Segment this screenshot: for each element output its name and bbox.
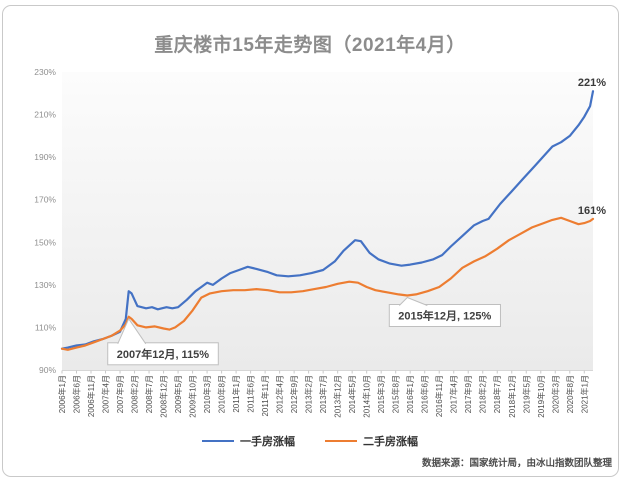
annotation-callout [388,304,501,327]
annotation-text: 2007年12月, 115% [117,347,210,361]
chart-title: 重庆楼市15年走势图（2021年4月） [154,35,466,56]
x-axis-tick-label: 2006年1月 [57,375,67,413]
plot-area [62,72,593,370]
x-axis-tick-label: 2021年1月 [579,375,589,413]
x-axis-tick-label: 2011年11月 [260,375,270,417]
x-axis-tick-label: 2015年3月 [376,375,386,413]
x-axis-tick-label: 2009年10月 [188,375,198,418]
x-axis-tick-label: 2016年6月 [420,375,430,413]
x-axis-tick-label: 2015年8月 [391,375,401,413]
y-axis-tick-label: 170% [34,195,56,205]
y-axis-tick-label: 130% [34,280,56,290]
x-axis-tick-label: 2012年4月 [275,375,285,413]
x-axis-tick-label: 2009年5月 [173,375,183,413]
x-axis-tick-label: 2010年8月 [217,375,227,413]
annotation-text: 2015年12月, 125% [398,309,491,323]
x-axis-tick-label: 2020年3月 [550,375,560,413]
legend-line-swatch [202,439,234,443]
x-axis-tick-label: 2007年9月 [115,375,125,413]
x-axis-tick-label: 2019年5月 [521,375,531,413]
y-axis-tick-label: 150% [34,237,56,247]
x-axis-tick-label: 2006年6月 [72,375,82,413]
x-axis-tick-label: 2018年2月 [478,375,488,413]
y-axis-tick-label: 230% [34,67,56,77]
x-axis-tick-label: 2016年1月 [405,375,415,413]
x-axis-tick-label: 2008年7月 [144,375,154,413]
legend-item-secondhand-homes: 二手房涨幅 [325,433,418,449]
x-axis-tick-label: 2011年1月 [231,375,241,413]
x-axis-tick-label: 2018年7月 [492,375,502,413]
x-axis-tick-label: 2016年11月 [434,375,444,417]
x-axis-tick-label: 2013年2月 [304,375,314,413]
x-axis-tick-label: 2014年5月 [347,375,357,413]
y-axis-tick-label: 90% [39,365,56,375]
x-axis-tick-label: 2017年9月 [463,375,473,413]
x-axis-tick-label: 2012年9月 [289,375,299,413]
x-axis-tick-label: 2014年10月 [362,375,372,418]
x-axis-tick-label: 2008年12月 [159,375,169,418]
x-axis-tick-label: 2007年4月 [101,375,111,413]
data-source-note: 数据来源：国家统计局，由冰山指数团队整理 [421,458,612,469]
x-axis-tick-label: 2018年12月 [507,375,517,418]
y-axis-tick-label: 110% [35,322,57,332]
annotation-callout [107,342,219,366]
x-axis-tick-label: 2017年4月 [449,375,459,413]
legend-label: 一手房涨幅 [240,436,295,448]
x-axis-tick-label: 2008年2月 [130,375,140,413]
x-axis-tick-label: 2020年8月 [565,375,575,413]
series-end-label-secondhand-homes: 161% [578,205,606,217]
legend-item-new-homes: 一手房涨幅 [202,433,295,449]
y-axis-tick-label: 190% [34,152,56,162]
x-axis-tick-label: 2019年10月 [536,375,546,418]
chart-legend: 一手房涨幅 二手房涨幅 [0,432,620,450]
legend-line-swatch [325,439,357,443]
legend-label: 二手房涨幅 [363,436,418,448]
x-axis-tick-label: 2006年11月 [86,375,96,417]
y-axis-tick-label: 210% [34,110,56,120]
x-axis-tick-label: 2010年3月 [202,375,212,413]
x-axis-tick-label: 2013年12月 [333,375,343,418]
annotation-pointer [117,318,147,345]
x-axis-tick-label: 2013年7月 [318,375,328,413]
annotation-pointer [398,297,428,306]
series-line-secondhand-homes [60,216,595,351]
series-line-new-homes [60,90,595,350]
x-axis-tick-label: 2011年6月 [246,375,256,413]
series-end-label-new-homes: 221% [578,77,606,89]
